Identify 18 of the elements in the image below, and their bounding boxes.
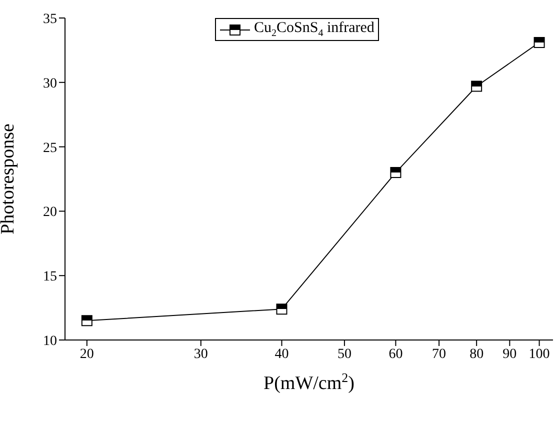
x-tick-label: 90	[502, 346, 517, 362]
y-tick-label: 25	[43, 140, 57, 156]
x-axis-title: P(mW/cm$^{2}$)	[264, 370, 354, 394]
x-tick-label: 40	[274, 346, 289, 362]
legend-label: Cu$_{2}$CoSnS$_{4}$ infrared	[254, 20, 374, 39]
y-tick-label: 10	[43, 334, 57, 349]
y-tick-label: 30	[43, 76, 57, 92]
x-tick-label: 20	[80, 346, 94, 362]
x-tick-label: 80	[470, 346, 484, 362]
x-tick-label: 100	[528, 346, 550, 362]
x-tick-label: 60	[388, 346, 403, 362]
y-tick-label: 20	[43, 205, 57, 220]
y-axis-title: Photoresponse	[0, 124, 19, 234]
x-tick-label: 50	[337, 346, 352, 362]
x-tick-label: 30	[194, 346, 208, 362]
y-tick-label: 35	[43, 12, 57, 27]
y-tick-label: 15	[43, 270, 57, 285]
x-tick-label: 70	[432, 346, 446, 362]
